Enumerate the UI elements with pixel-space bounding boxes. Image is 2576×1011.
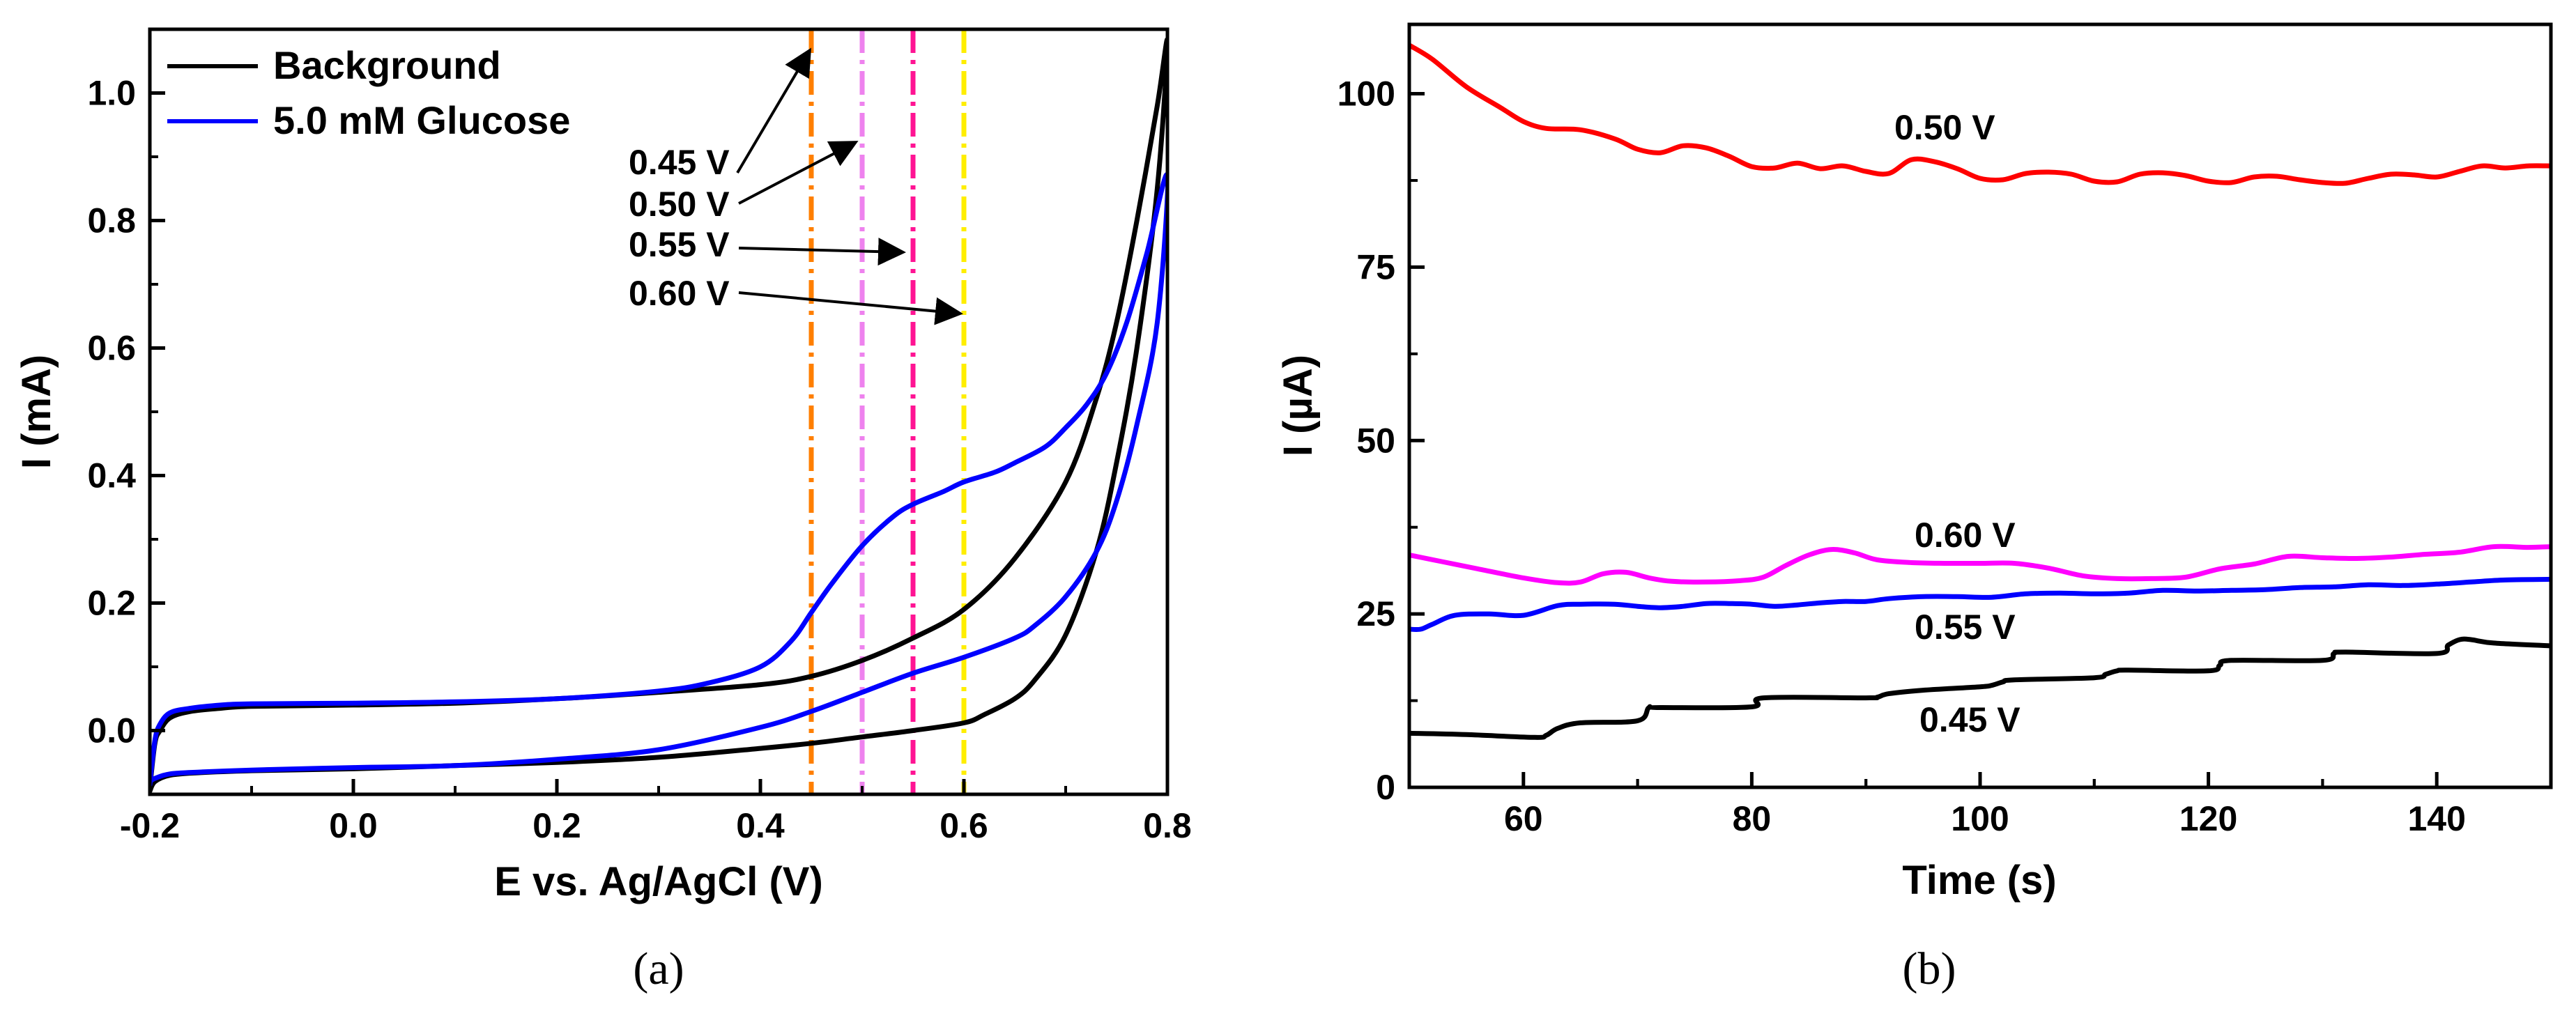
anno-arrow-060: [738, 291, 963, 325]
anno-label-050: 0.50 V: [629, 185, 730, 224]
anno-arrow-050: [738, 141, 859, 205]
potential-annotations: 0.45 V 0.50 V 0.55 V 0.60 V: [629, 47, 963, 325]
legend-label-glucose: 5.0 mM Glucose: [273, 98, 570, 142]
panel-b-chart: 60 80 100 120 140 0 25 50 75 100 0.50 V 0.60 V 0.…: [1275, 22, 2553, 994]
anno-label-055: 0.55 V: [629, 225, 730, 264]
panel-b-series-0-45-v: [1409, 636, 2551, 740]
panel-a-x-axis-title: E vs. Ag/AgCl (V): [494, 859, 823, 904]
panel-b-x-tick-label: 120: [2179, 799, 2237, 838]
panel-a-y-tick-label: 0.6: [87, 329, 136, 368]
anno-arrow-045: [736, 47, 812, 174]
panel-b-series-0-60-v: [1409, 543, 2551, 586]
panel-b-x-tick-label: 60: [1504, 799, 1543, 838]
panel-b-y-tick-label: 75: [1356, 247, 1395, 286]
panel-a-y-tick-label: 0.2: [87, 584, 136, 623]
panel-a-y-tick-label: 0.4: [87, 456, 136, 495]
panel-a-y-tick-label: 0.0: [87, 711, 136, 750]
series-label-055: 0.55 V: [1915, 608, 2016, 647]
series-label-060: 0.60 V: [1915, 516, 2016, 555]
panel-a-caption: (a): [633, 943, 684, 994]
panel-b-x-tick-label: 100: [1951, 799, 2009, 838]
panel-a-y-tick-label: 1.0: [87, 74, 136, 113]
panel-b-y-axis-title: I (µA): [1275, 355, 1321, 456]
panel-a-x-tick-label: 0.0: [329, 806, 378, 845]
panel-a-y-axis-title: I (mA): [14, 355, 59, 469]
panel-b-y-tick-label: 50: [1356, 421, 1395, 460]
panel-b-series-0-50-v: [1409, 43, 2551, 186]
anno-label-060: 0.60 V: [629, 274, 730, 313]
series-label-045: 0.45 V: [1919, 700, 2021, 739]
panel-b-x-tick-label: 140: [2407, 799, 2465, 838]
panel-b-x-axis-title: Time (s): [1902, 858, 2056, 903]
panel-a-x-tick-label: 0.8: [1143, 806, 1192, 845]
anno-label-045: 0.45 V: [629, 143, 730, 182]
panel-b-y-tick-label: 100: [1337, 75, 1395, 114]
panel-a-x-tick-label: 0.6: [940, 806, 988, 845]
panel-a-x-tick-label: -0.2: [120, 806, 180, 845]
legend-label-background: Background: [273, 43, 501, 87]
panel-a-series-5-0-mm-glucose: [150, 171, 1167, 787]
panel-a-x-tick-label: 0.2: [532, 806, 581, 845]
panel-b-y-tick-label: 25: [1356, 594, 1395, 633]
panel-b-caption: (b): [1903, 943, 1956, 994]
panel-a-y-tick-label: 0.8: [87, 201, 136, 240]
anno-arrow-055: [738, 238, 906, 266]
panel-a-chart: -0.2 0.0 0.2 0.4 0.6 0.8 0.0 0.2 0.4 0.6 0.8 1.0 Ba…: [14, 27, 1192, 994]
panel-a-legend: Background 5.0 mM Glucose: [167, 43, 570, 142]
panel-a-x-tick-label: 0.4: [736, 806, 785, 845]
series-label-050: 0.50 V: [1894, 108, 1995, 147]
panel-b-series-0-55-v: [1409, 576, 2551, 633]
panel-b-y-tick-label: 0: [1376, 768, 1395, 807]
panel-b-x-tick-label: 80: [1733, 799, 1772, 838]
